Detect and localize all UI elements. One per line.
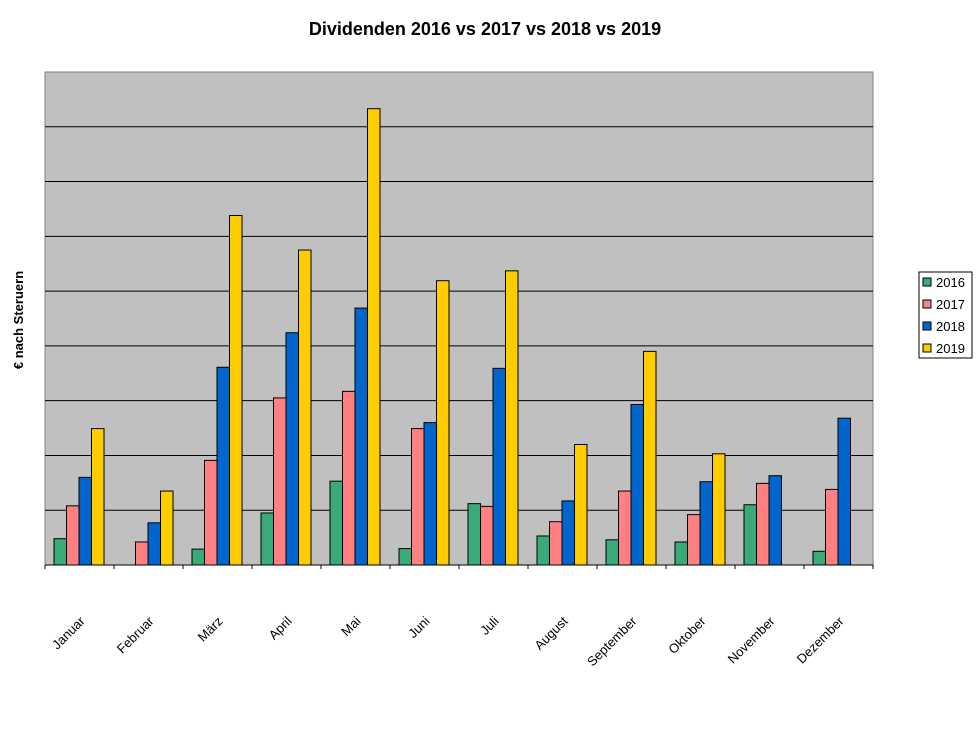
x-tick-label-September: September	[584, 613, 640, 669]
bar-2017-Februar	[135, 541, 149, 566]
legend-label-2017: 2017	[936, 297, 965, 312]
bar-2018-Juni	[423, 422, 437, 566]
bar-2016-November	[743, 504, 757, 566]
x-tick-label-November: November	[725, 613, 778, 666]
bar-2016-August	[536, 535, 550, 566]
bar-2018-März	[216, 366, 230, 566]
legend-swatch-2019	[922, 343, 932, 353]
y-axis-label: € nach Steruern	[11, 271, 26, 369]
bars-group	[53, 108, 851, 566]
legend-label-2019: 2019	[936, 341, 965, 356]
bar-2016-Dezember	[812, 550, 826, 566]
legend: 2016 2017 2018 2019	[918, 271, 973, 359]
bar-2018-Dezember	[837, 417, 851, 566]
bar-2019-Juli	[505, 270, 519, 566]
bar-2017-Oktober	[687, 514, 701, 566]
bar-2016-April	[260, 512, 274, 566]
bar-2019-August	[574, 443, 588, 566]
bar-2017-August	[549, 521, 563, 566]
bar-2016-Juli	[467, 503, 481, 566]
bar-2019-Januar	[91, 428, 105, 566]
bar-2016-Januar	[53, 538, 67, 566]
x-tick-label-März: März	[195, 614, 226, 645]
plot-area	[44, 71, 874, 566]
bar-2017-Januar	[66, 505, 80, 566]
bar-2018-Januar	[78, 476, 92, 566]
bar-2019-Juni	[436, 280, 450, 566]
gridlines	[45, 126, 873, 511]
bar-2019-Mai	[367, 108, 381, 566]
bar-2018-Oktober	[699, 481, 713, 566]
legend-label-2016: 2016	[936, 275, 965, 290]
bar-2016-März	[191, 548, 205, 566]
bar-2019-Oktober	[712, 453, 726, 566]
bar-2019-April	[298, 249, 312, 566]
bar-2017-Dezember	[825, 488, 839, 566]
legend-swatch-2016	[922, 277, 932, 287]
chart-title: Dividenden 2016 vs 2017 vs 2018 vs 2019	[309, 19, 661, 39]
bar-2018-September	[630, 404, 644, 566]
x-tick-labels: Januar Februar März April Mai Juni Juli August S…	[49, 613, 847, 669]
x-tick-label-Juli: Juli	[477, 613, 501, 637]
bar-2018-Februar	[147, 522, 161, 566]
x-tick-label-August: August	[531, 613, 570, 652]
bar-2019-September	[643, 350, 657, 566]
bar-2016-Juni	[398, 548, 412, 566]
bar-2018-April	[285, 332, 299, 566]
x-tick-label-April: April	[266, 613, 295, 642]
bar-2017-September	[618, 490, 632, 566]
bar-2017-Juni	[411, 428, 425, 566]
bar-2018-November	[768, 475, 782, 566]
x-tick-label-Dezember: Dezember	[794, 613, 847, 666]
bar-2017-Juli	[480, 505, 494, 566]
bar-2017-November	[756, 482, 770, 566]
bar-2016-Mai	[329, 480, 343, 566]
bar-2017-Mai	[342, 390, 356, 566]
x-tick-label-Februar: Februar	[114, 613, 157, 656]
bar-2018-Mai	[354, 307, 368, 566]
x-tick-label-Juni: Juni	[405, 613, 433, 641]
legend-label-2018: 2018	[936, 319, 965, 334]
bar-2018-Juli	[492, 367, 506, 566]
bar-2017-März	[204, 459, 218, 566]
bar-2018-August	[561, 500, 575, 566]
x-tick-label-Mai: Mai	[338, 613, 363, 638]
bar-2019-Februar	[160, 490, 174, 566]
x-tick-label-Oktober: Oktober	[665, 613, 709, 657]
bar-2016-September	[605, 539, 619, 566]
x-tick-label-Januar: Januar	[49, 613, 88, 652]
bar-2016-Oktober	[674, 541, 688, 566]
bar-2017-April	[273, 397, 287, 566]
legend-swatch-2018	[922, 321, 932, 331]
legend-swatch-2017	[922, 299, 932, 309]
x-axis	[44, 564, 874, 569]
bar-2019-März	[229, 215, 243, 566]
